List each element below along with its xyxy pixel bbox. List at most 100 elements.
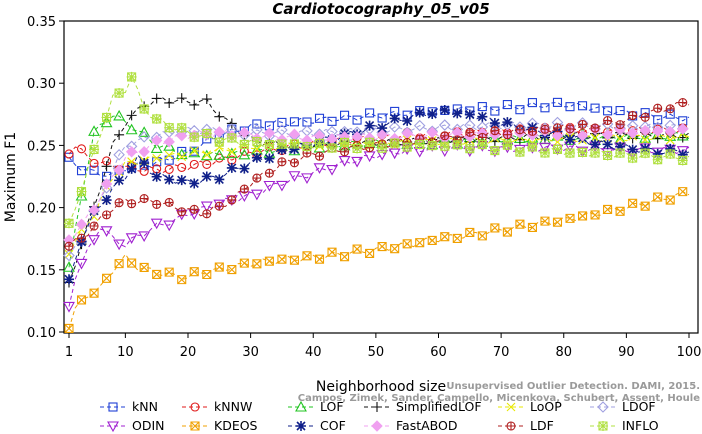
data-point-odin [651,147,664,159]
data-point-kdeos [527,222,537,233]
data-point-inflo [189,132,200,143]
data-point-odin [200,201,213,213]
data-point-ldf [678,98,688,108]
x-tick-label: 10 [117,345,134,360]
x-tick-label: 90 [618,345,635,360]
data-point-ldf [440,131,450,141]
data-point-inflo [677,155,688,166]
data-point-ldf [277,157,287,167]
data-point-cof [677,149,688,160]
data-point-kdeos [615,206,625,216]
data-point-odin [275,180,288,192]
data-point-inflo [176,122,187,133]
data-point-ldf [89,221,99,231]
data-point-odin [163,220,176,232]
data-point-loop [64,249,74,259]
data-point-simplifiedlof [114,129,125,140]
data-point-cof [615,141,626,152]
legend-item-knn: kNN [100,399,158,414]
data-point-ldf [152,199,162,209]
data-point-fastabod [576,129,589,142]
data-point-simplifiedlof [164,97,175,108]
data-point-kdeos [264,256,274,266]
data-point-odin [326,164,338,176]
data-point-inflo [652,154,663,165]
data-point-odin [288,171,301,182]
data-point-knn [352,115,362,125]
data-point-kdeos [402,239,412,249]
data-point-odin [138,231,151,243]
series-kdeos [64,187,690,334]
data-point-ldof [413,119,426,132]
data-point-simplifiedlof [101,161,112,172]
data-point-kdeos [340,252,350,262]
data-point-cof [464,109,475,120]
data-point-inflo [164,122,175,133]
data-point-inflo [114,88,125,99]
data-point-odin [63,301,75,313]
data-point-inflo [577,147,588,158]
data-point-knn [527,98,537,108]
data-point-odin [338,156,351,167]
data-point-ldf [615,120,625,130]
data-point-ldf [603,116,613,126]
data-point-kdeos [127,258,137,268]
data-point-knn [477,102,487,112]
data-point-cof [126,163,137,174]
data-point-inflo [452,139,463,150]
data-point-inflo [64,218,74,229]
data-point-kdeos [552,217,563,227]
data-point-fastabod [100,178,113,190]
data-point-loop [202,150,212,160]
data-point-kdeos [415,238,425,248]
x-tick-label: 1 [65,345,73,360]
data-point-knnw [164,164,174,175]
data-point-kdeos [289,255,300,265]
data-point-inflo [301,141,312,152]
data-point-knn [552,97,563,107]
data-point-cof [176,175,187,186]
data-point-odin [363,151,376,163]
data-point-fastabod [213,126,226,138]
data-point-odin [539,142,551,154]
data-point-fastabod [677,123,689,135]
data-point-kdeos [477,231,487,241]
data-point-kdeos [365,248,375,259]
data-point-knn [289,117,300,127]
data-point-kdeos [603,204,613,215]
data-point-ldf [515,125,525,135]
legend-item-ldof: LDOF [590,399,656,414]
data-point-knn [340,110,350,120]
legend-label: SimplifiedLOF [396,399,482,414]
plot-frame [63,20,699,334]
data-point-odin [75,258,88,270]
data-point-kdeos [678,187,688,197]
data-point-ldf [289,158,300,168]
data-point-cof [214,174,225,185]
data-point-ldf [565,124,575,134]
legend-item-lof: LOF [288,399,344,414]
data-point-inflo [139,103,150,114]
data-point-odin [313,163,326,174]
data-point-kdeos [102,273,112,283]
data-point-knnw [177,162,187,172]
y-tick-label: 0.25 [27,139,56,154]
data-point-fastabod [263,127,276,139]
data-point-cof [565,134,576,145]
data-point-ldf [114,198,124,208]
data-point-lof [238,148,251,160]
data-point-kdeos [465,227,475,238]
data-point-kdeos [665,195,675,205]
data-point-cof [201,171,212,182]
data-point-kdeos [202,269,212,280]
data-point-inflo [251,136,262,147]
data-point-loop [640,135,650,145]
data-point-knn [590,103,600,113]
data-point-odin [351,156,364,168]
legend-marker [190,421,200,431]
legend-label: ODIN [132,418,165,433]
data-point-loop [227,147,237,157]
data-point-inflo [640,148,651,159]
data-point-kdeos [490,223,500,233]
data-point-ldf [527,126,537,136]
